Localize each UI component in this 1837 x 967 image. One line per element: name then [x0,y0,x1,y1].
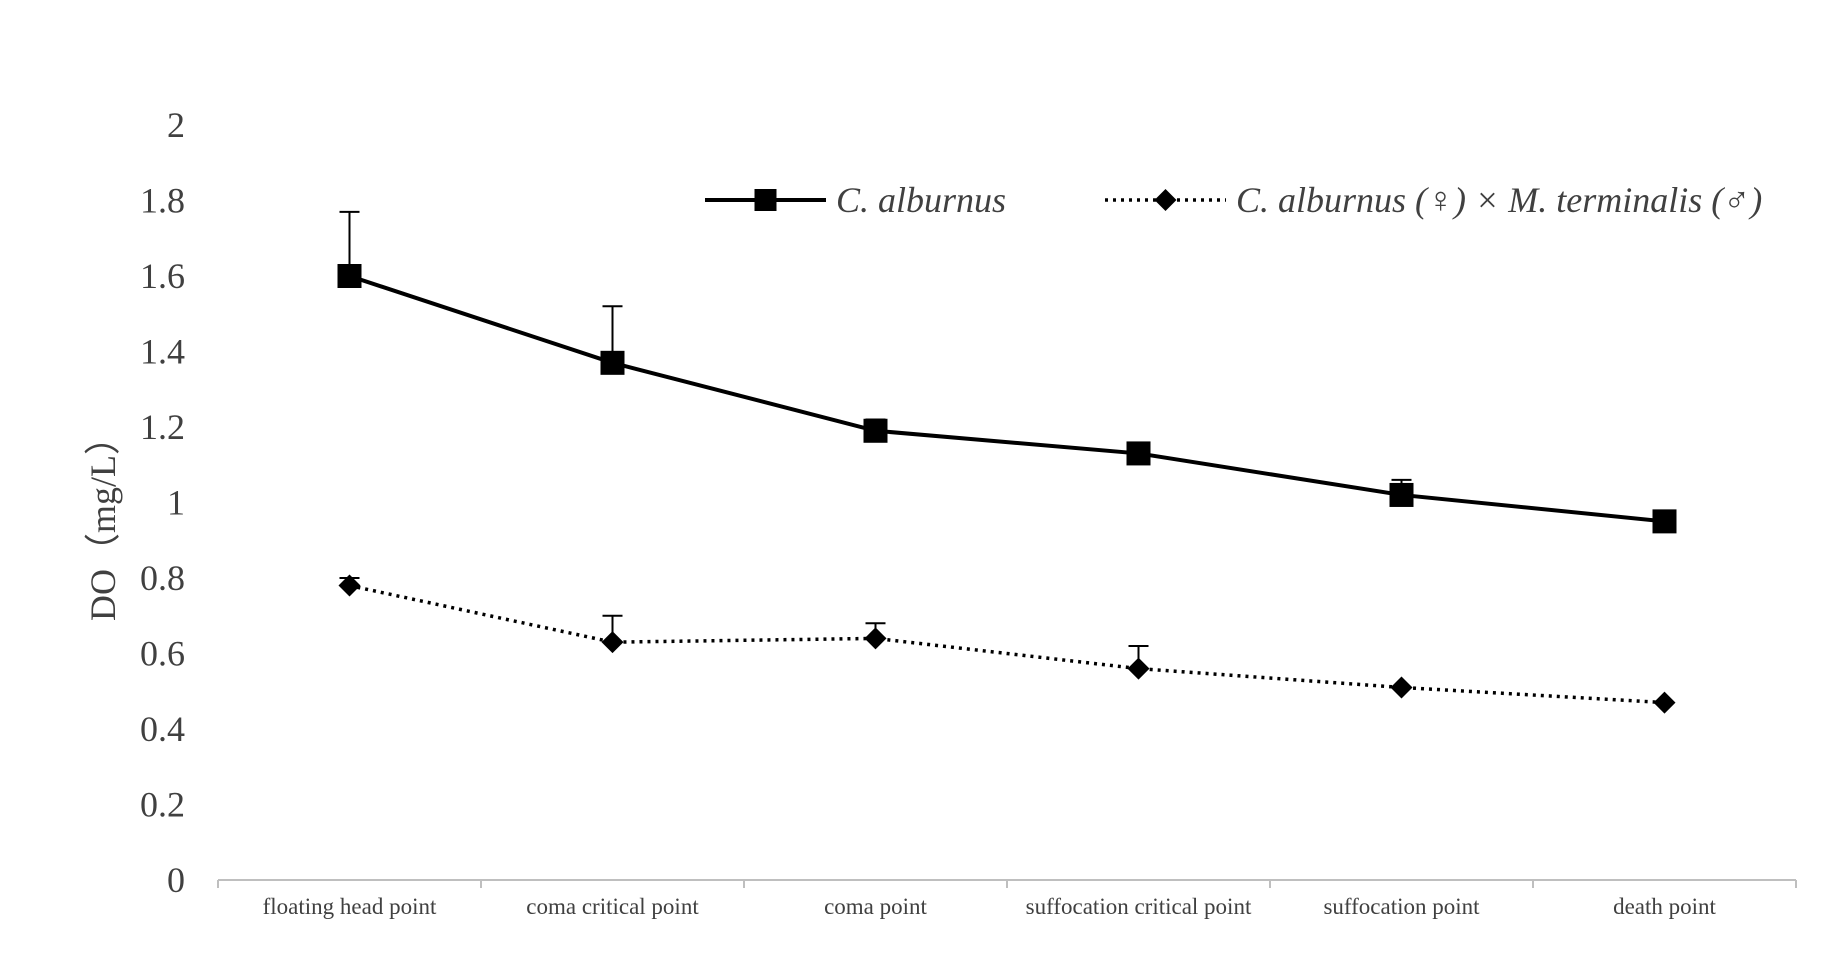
diamond-marker [1653,691,1676,714]
square-marker [1126,441,1151,466]
diamond-marker [1127,657,1150,680]
y-tick-label: 1.6 [140,256,185,296]
legend-label: C. alburnus [836,180,1006,220]
square-marker [1652,509,1677,534]
series-line [348,274,1665,524]
square-marker [337,264,362,288]
y-tick-label: 1.4 [140,332,185,372]
x-tick-label: suffocation critical point [1026,894,1252,919]
diamond-marker [1154,189,1177,211]
y-axis-ticks: 0 0.2 0.4 0.6 0.8 1 1.2 1.4 1.6 1.8 2 [140,105,185,900]
square-marker [600,350,625,375]
y-tick-label: 0.6 [140,634,185,674]
legend-item-2: C. alburnus (♀) × M. terminalis (♂) [1105,180,1762,220]
y-tick-label: 0.4 [140,709,185,749]
x-tick-label: coma critical point [526,894,699,919]
x-tick-label: suffocation point [1323,894,1480,919]
diamond-marker [338,574,361,597]
series-group [337,210,1677,714]
series-1 [337,210,1677,534]
y-tick-label: 0 [167,860,185,900]
y-tick-label: 0.2 [140,785,185,825]
x-tick-label: coma point [824,894,927,919]
y-tick-label: 0.8 [140,558,185,598]
series-2 [338,574,1676,714]
legend: C. alburnus C. alburnus (♀) × M. terminal… [705,180,1762,220]
x-tick-label: death point [1613,894,1716,919]
diamond-marker [601,631,624,654]
diamond-marker [1390,676,1413,699]
x-axis: floating head point coma critical point co… [217,879,1797,919]
legend-label: C. alburnus (♀) × M. terminalis (♂) [1236,180,1762,220]
legend-item-1: C. alburnus [705,180,1006,220]
y-axis-title: DO（mg/L） [83,419,123,621]
x-tick-label: floating head point [263,894,437,919]
y-tick-label: 2 [167,105,185,145]
y-tick-label: 1.2 [140,407,185,447]
square-marker [863,418,888,443]
series-line [349,583,1665,705]
square-marker [1389,482,1414,507]
square-marker [754,189,777,211]
y-tick-label: 1.8 [140,181,185,221]
y-tick-label: 1 [167,483,185,523]
diamond-marker [864,627,887,650]
